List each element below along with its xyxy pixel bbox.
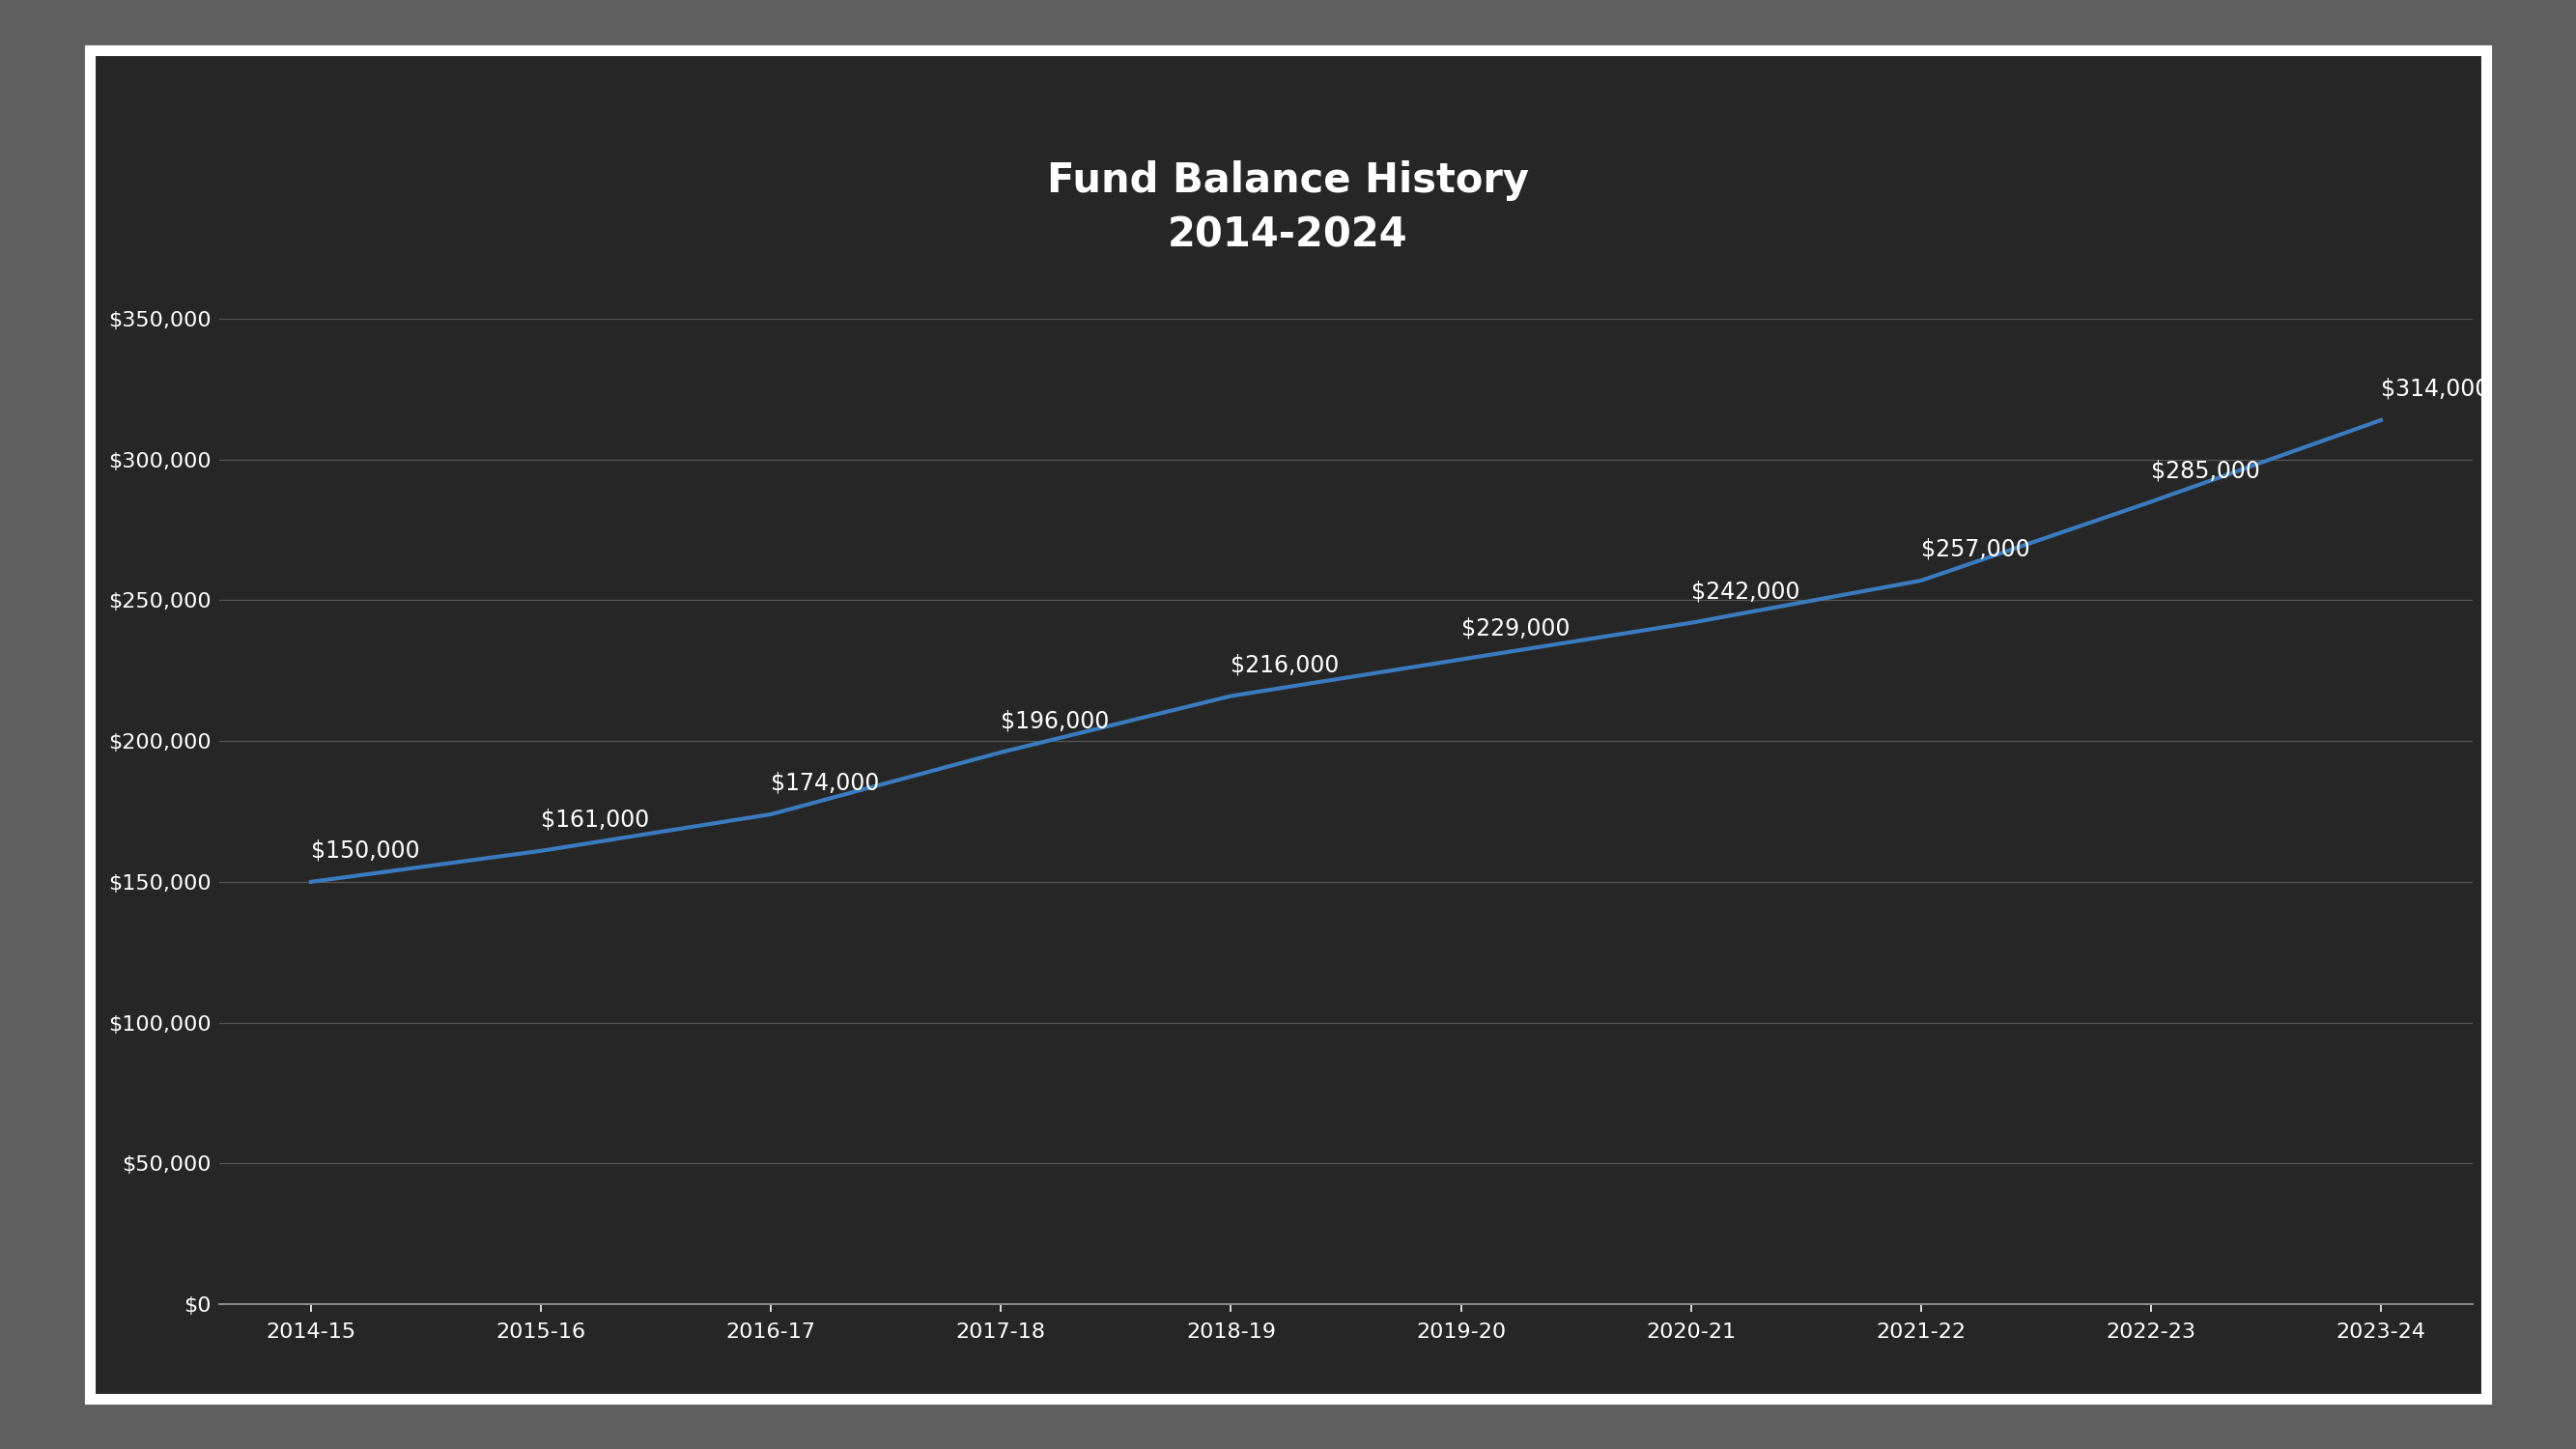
Text: $257,000: $257,000 [1922, 538, 2030, 561]
Text: $242,000: $242,000 [1690, 580, 1801, 603]
Text: $196,000: $196,000 [1002, 710, 1110, 733]
Text: $216,000: $216,000 [1231, 653, 1340, 677]
Text: $229,000: $229,000 [1461, 616, 1569, 639]
Text: $174,000: $174,000 [770, 771, 878, 794]
Text: $314,000: $314,000 [2380, 377, 2488, 400]
Text: 2014-2024: 2014-2024 [1167, 214, 1409, 255]
Text: $161,000: $161,000 [541, 809, 649, 832]
Text: Fund Balance History: Fund Balance History [1046, 161, 1530, 201]
Text: $150,000: $150,000 [312, 839, 420, 862]
Text: $285,000: $285,000 [2151, 459, 2259, 483]
